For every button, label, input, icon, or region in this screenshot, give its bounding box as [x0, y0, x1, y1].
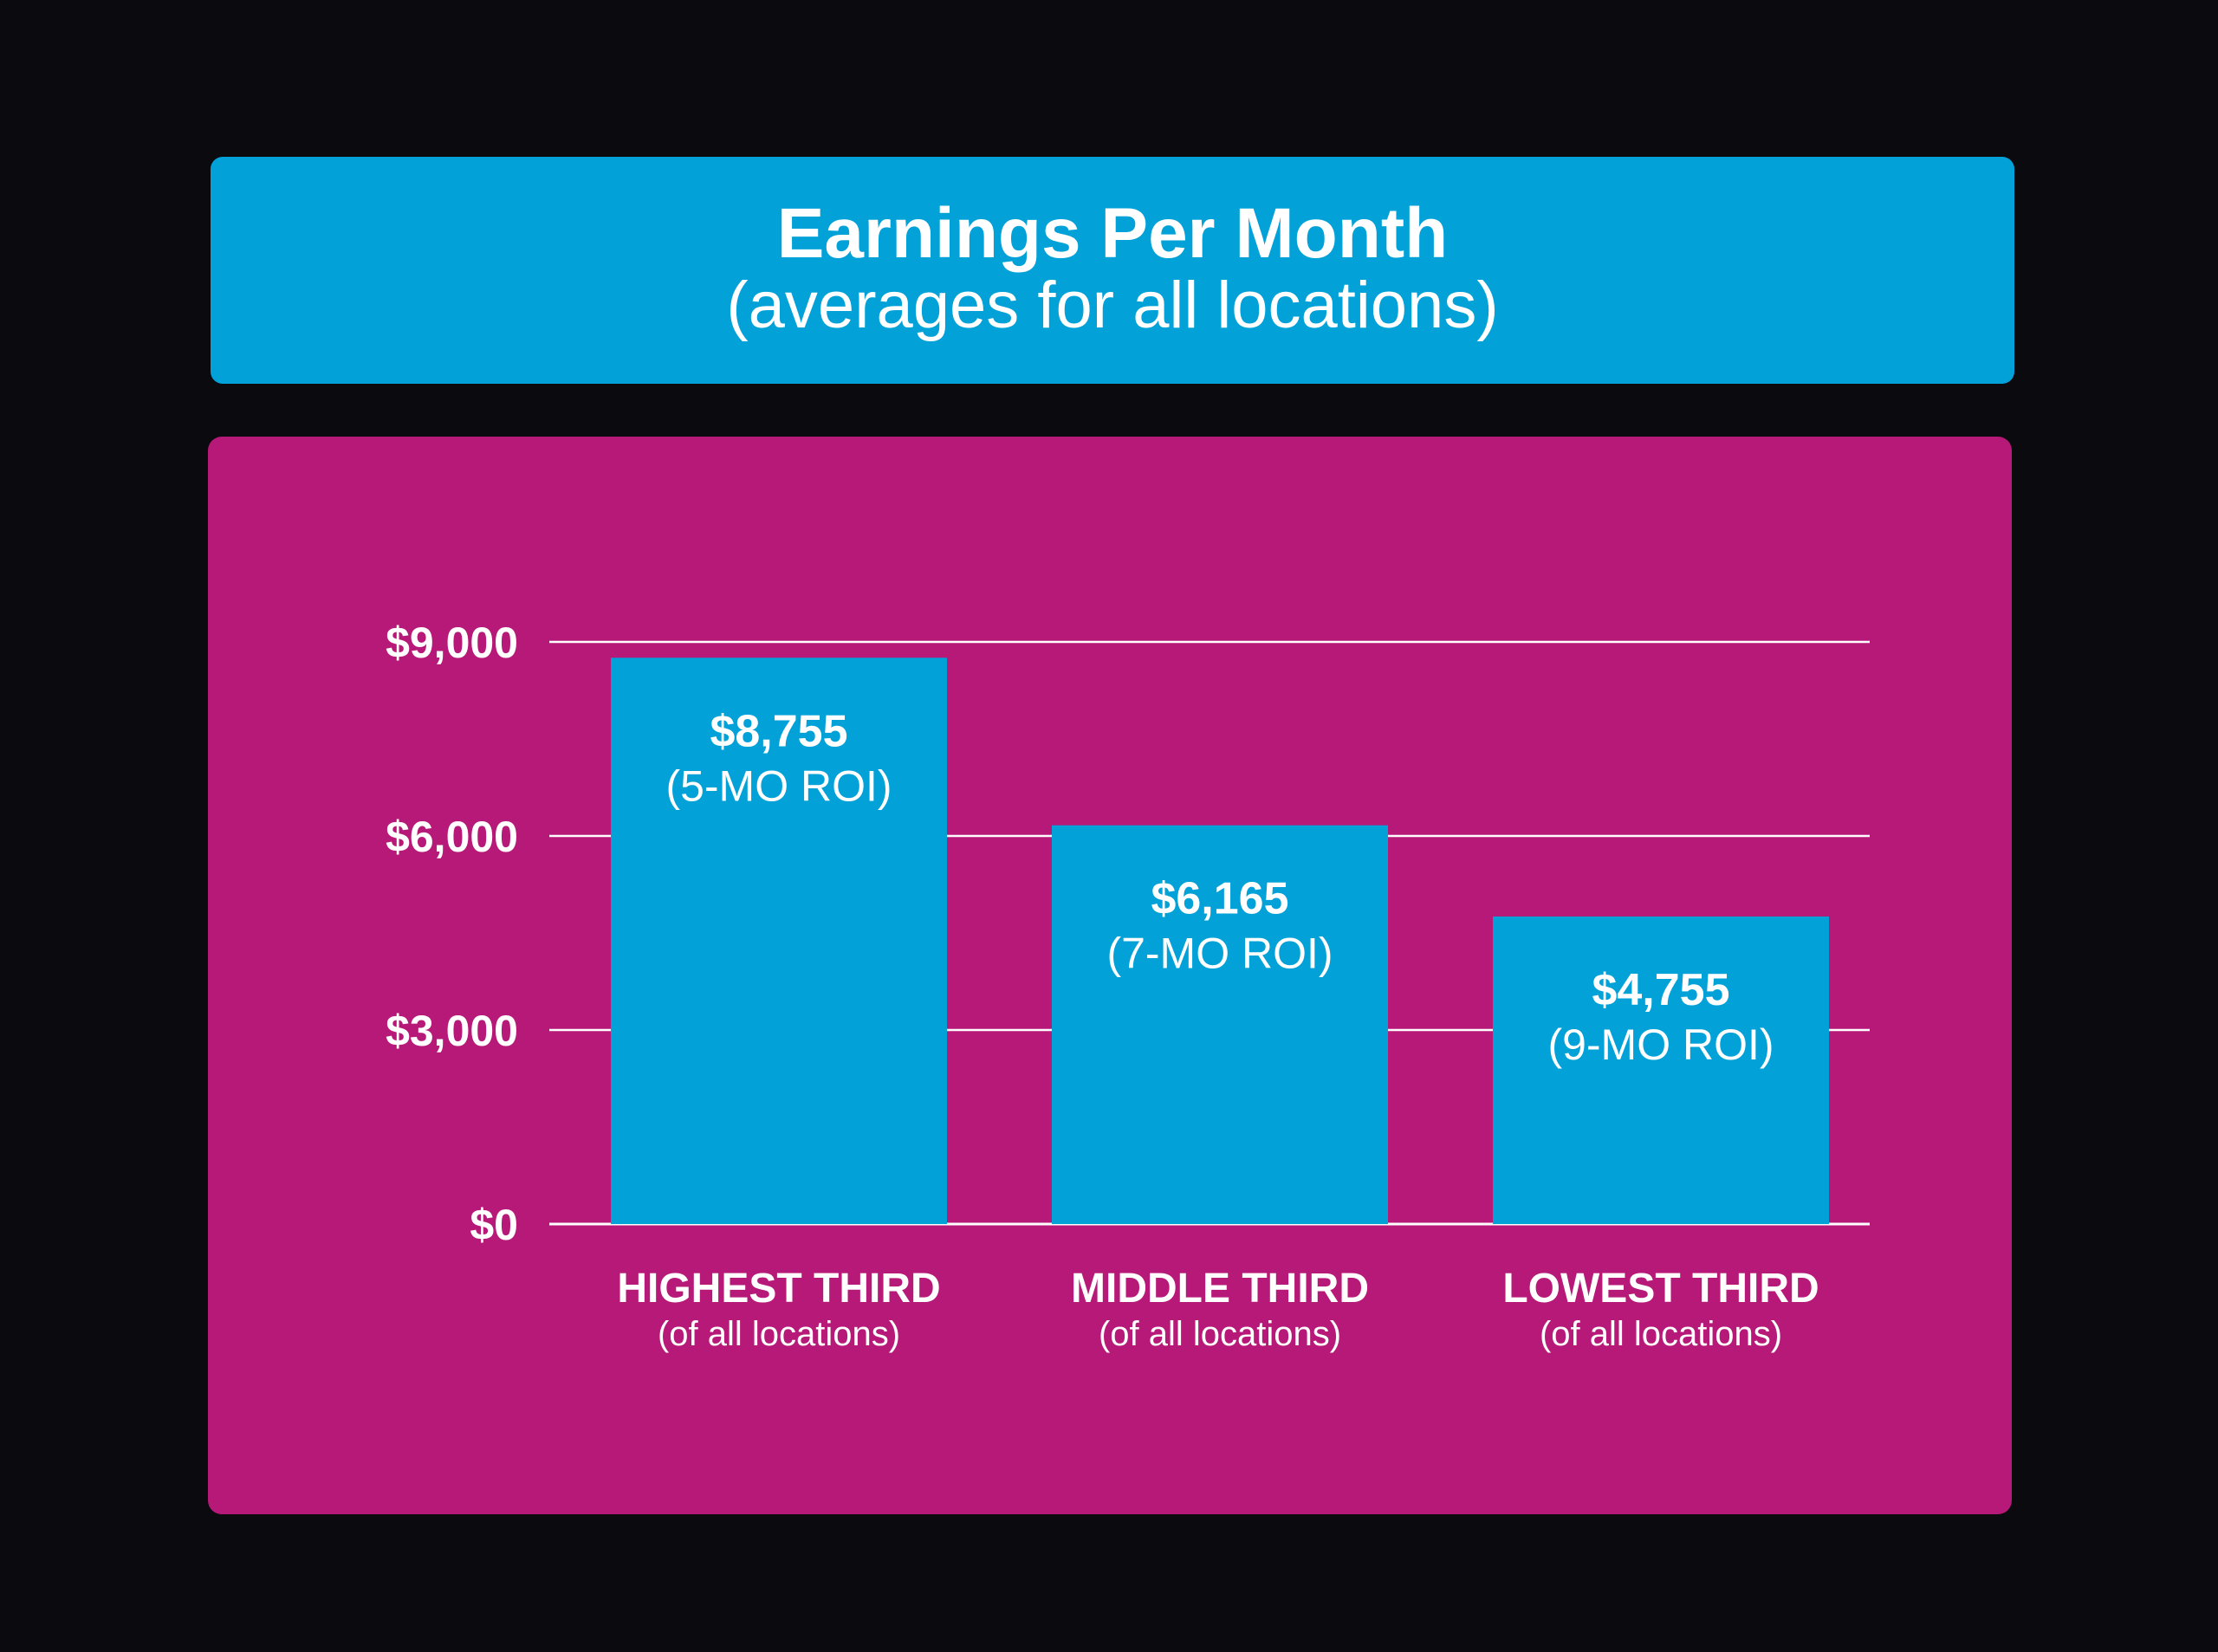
chart-title: Earnings Per Month: [776, 194, 1449, 273]
chart-header: Earnings Per Month (averages for all loc…: [211, 157, 2014, 384]
y-tick-label: $3,000: [386, 1007, 518, 1055]
chart-subtitle: (averages for all locations): [726, 269, 1499, 342]
data-label: $8,755: [710, 706, 847, 756]
bar: [1052, 825, 1388, 1224]
x-tick-sublabel: (of all locations): [1540, 1315, 1782, 1353]
x-tick-label: HIGHEST THIRD: [617, 1266, 940, 1312]
data-sublabel: (7-MO ROI): [1106, 930, 1333, 978]
x-tick-sublabel: (of all locations): [658, 1315, 900, 1353]
y-tick-label: $0: [470, 1201, 518, 1249]
y-tick-label: $6,000: [386, 813, 518, 861]
data-sublabel: (9-MO ROI): [1547, 1020, 1774, 1069]
y-tick-label: $9,000: [386, 619, 518, 667]
data-label: $6,165: [1151, 874, 1288, 924]
x-tick-label: MIDDLE THIRD: [1071, 1266, 1369, 1312]
x-tick-sublabel: (of all locations): [1099, 1315, 1341, 1353]
data-sublabel: (5-MO ROI): [665, 761, 892, 810]
bar: [611, 658, 947, 1224]
x-tick-label: LOWEST THIRD: [1502, 1266, 1819, 1312]
data-label: $4,755: [1592, 965, 1729, 1015]
bar: [1493, 916, 1829, 1224]
